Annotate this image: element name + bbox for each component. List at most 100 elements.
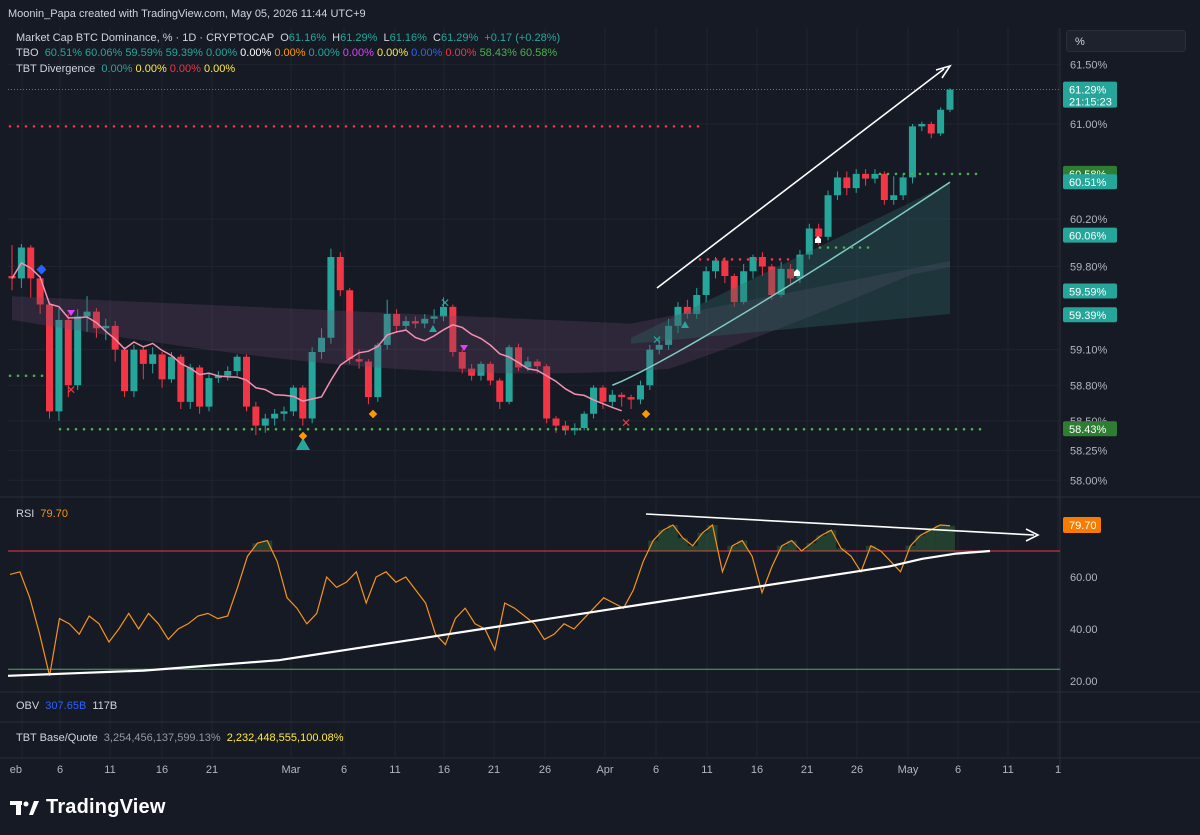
candle-body <box>580 413 588 428</box>
resistance-dots-dot <box>120 125 124 128</box>
tbo-legend[interactable]: TBO 60.51% 60.06% 59.59% 59.39% 0.00% 0.00% 0.… <box>16 46 563 61</box>
tbo-value-0: 60.51% <box>44 47 82 59</box>
marker-triangle-down <box>67 310 75 316</box>
resistance-dots-dot <box>144 125 148 128</box>
resistance-dots-dot <box>264 125 268 128</box>
rsi-legend[interactable]: RSI 79.70 <box>16 507 71 522</box>
candle-body <box>196 367 204 407</box>
tbo-value-1: 60.06% <box>85 47 123 59</box>
candle-body <box>121 349 129 392</box>
tbo-value-12: 58.43% <box>479 47 517 59</box>
resistance-dots-dot <box>88 125 92 128</box>
support-dots-low-dot <box>858 427 862 431</box>
support-dots-low-dot <box>506 427 510 431</box>
pink-ma-line <box>11 261 622 412</box>
support-dots-high-dot <box>934 172 938 176</box>
support-dots-low-dot <box>610 427 614 431</box>
rsi-axis-tick: 40.00 <box>1070 624 1098 636</box>
tbt-divergence-label: TBT Divergence <box>16 63 96 75</box>
scale-unit-selector[interactable]: % <box>1066 30 1186 52</box>
resistance-dots-dot <box>208 125 212 128</box>
obv-value-2: 117B <box>92 700 118 712</box>
tradingview-logo[interactable]: TradingView <box>10 796 166 819</box>
resistance-dots-dot <box>256 125 260 128</box>
rsi-divergence-arrow-head <box>1025 528 1040 542</box>
support-dots-left <box>8 374 44 378</box>
resistance-dots-dot <box>224 125 228 128</box>
support-dots-low-dot <box>722 427 726 431</box>
resistance-dots-dot <box>448 125 452 128</box>
resistance-dots-dot <box>408 125 412 128</box>
tbo-value-3: 59.39% <box>165 47 203 59</box>
support-dots-low-dot <box>554 427 558 431</box>
marker-x-red: ✕ <box>66 383 76 397</box>
candle-body <box>449 306 457 352</box>
resistance-dots-dot <box>552 125 556 128</box>
resistance-dots-dot <box>496 125 500 128</box>
resistance-dots-dot <box>664 125 668 128</box>
price-badge-bg <box>1063 283 1117 299</box>
support-dots-low-dot <box>378 427 382 431</box>
support-dots-low-dot <box>194 427 198 431</box>
legend-o-label: O <box>280 32 289 44</box>
obv-legend[interactable]: OBV 307.65B 117B <box>16 699 120 714</box>
support-dots-high-dot <box>886 172 890 176</box>
support-dots-low-dot <box>186 427 190 431</box>
resistance-dots-dot <box>488 125 492 128</box>
support-dots-low-dot <box>754 427 758 431</box>
resistance-dots <box>8 125 700 128</box>
resistance-dots-dot <box>560 125 564 128</box>
trend-arrow-line <box>656 68 945 289</box>
time-axis-tick: eb <box>10 764 22 776</box>
legend-open: 61.16% <box>288 32 327 44</box>
marker-x-teal-2: ✕ <box>652 333 662 347</box>
support-dots-low-dot <box>826 427 830 431</box>
resistance-dots-dot <box>392 125 396 128</box>
candle-body <box>918 124 926 127</box>
resistance-dots-dot <box>240 125 244 128</box>
candle-body <box>458 352 466 369</box>
support-dots-high-dot <box>950 172 954 176</box>
candle-body <box>721 260 729 276</box>
tbo-value-13: 60.58% <box>519 47 558 59</box>
tbt-base-quote-legend[interactable]: TBT Base/Quote 3,254,456,137,599.13% 2,2… <box>16 731 347 746</box>
tbt-divergence-value-0: 0.00% <box>101 63 133 75</box>
support-dots-low-dot <box>946 427 950 431</box>
support-dots-low-dot <box>962 427 966 431</box>
support-dots-low-dot <box>338 427 342 431</box>
candle-body <box>890 195 898 200</box>
support-dots-low-dot <box>970 427 974 431</box>
support-dots-low-dot <box>306 427 310 431</box>
candle-body <box>749 257 757 272</box>
tbt-divergence-legend[interactable]: TBT Divergence 0.00% 0.00% 0.00% 0.00% <box>16 62 241 77</box>
support-dots-low-dot <box>402 427 406 431</box>
candle-body <box>130 349 138 392</box>
candle-body <box>411 321 419 324</box>
support-dots-low-dot <box>250 427 254 431</box>
support-dots-low-dot <box>890 427 894 431</box>
candle-body <box>815 228 823 237</box>
resistance-dots-dot <box>600 125 604 128</box>
support-dots-low-dot <box>762 427 766 431</box>
time-axis-tick: 6 <box>341 764 347 776</box>
candle-body <box>177 356 185 402</box>
candle-body <box>55 319 63 412</box>
tbo-value-5: 0.00% <box>240 47 272 59</box>
support-dots-left-dot <box>32 374 36 378</box>
tbo-label: TBO <box>16 47 39 59</box>
candle-body <box>167 356 175 380</box>
support-dots-high <box>878 172 978 176</box>
resistance-dots-dot <box>344 125 348 128</box>
resistance-dots-dot <box>432 125 436 128</box>
candle-body <box>46 304 54 412</box>
resistance-dots-dot <box>112 125 116 128</box>
support-dots-low-dot <box>354 427 358 431</box>
resistance-dots-dot <box>192 125 196 128</box>
candle-body <box>36 278 44 305</box>
candle-body <box>852 173 860 189</box>
resistance-dots-dot <box>64 125 68 128</box>
support-dots-low-dot <box>538 427 542 431</box>
support-dots-low-dot <box>290 427 294 431</box>
candle-body <box>308 352 316 419</box>
